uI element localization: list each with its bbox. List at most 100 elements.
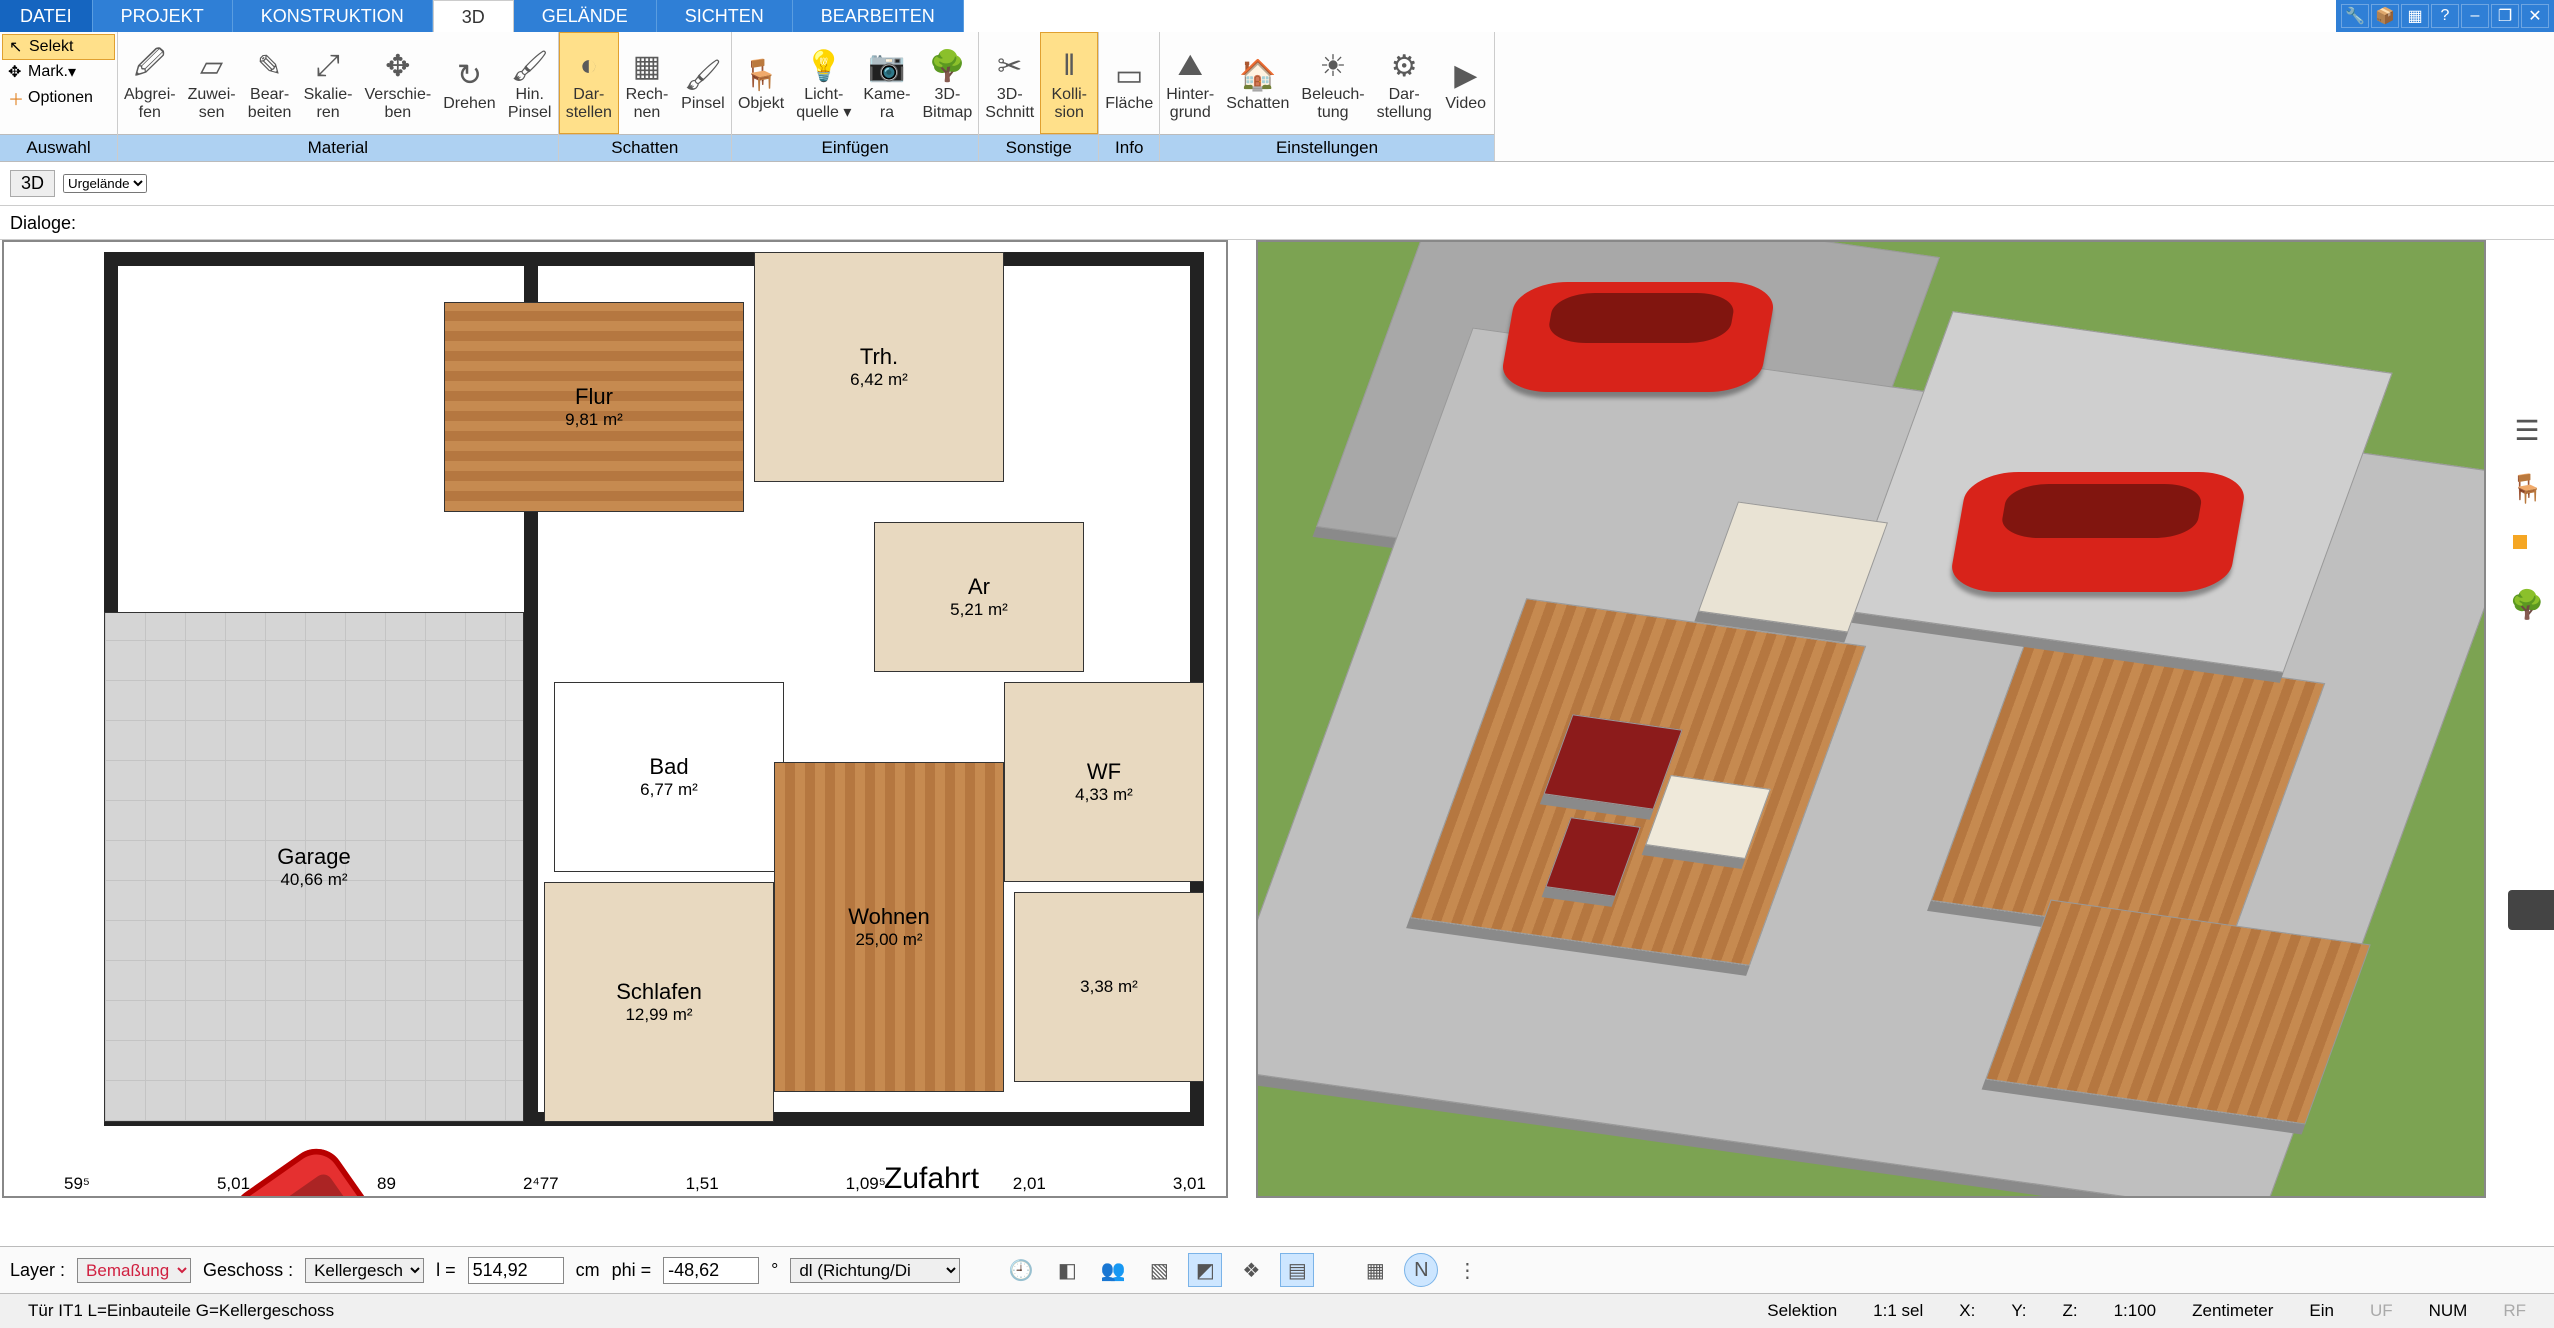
status-scale: 1:1 sel — [1855, 1294, 1941, 1328]
grid-btn[interactable]: ▦ — [1358, 1253, 1392, 1287]
ribbon-btn-grp-schatten-0[interactable]: ◐ Dar-stellen — [559, 32, 619, 134]
l-input[interactable] — [468, 1257, 564, 1284]
ribbon-btn-grp-einfuegen-1[interactable]: 💡 Licht-quelle ▾ — [790, 32, 857, 134]
phi-input[interactable] — [663, 1257, 759, 1284]
ribbon-btn-grp-einfuegen-3[interactable]: 🌳 3D-Bitmap — [917, 32, 979, 134]
ribbon-btn-grp-einst-0[interactable]: ⛰ Hinter-grund — [1160, 32, 1220, 134]
target-icon: ✥ — [8, 62, 28, 82]
ribbon-icon: 🌳 — [925, 46, 969, 86]
layer3-icon[interactable]: ▤ — [1280, 1253, 1314, 1287]
pane-2d[interactable]: Zufahrt B 59⁵5,01892⁴771,511,09⁵2,013,01… — [2, 240, 1228, 1198]
wrench-icon[interactable]: 🔧 — [2341, 4, 2369, 28]
room-name: Garage — [277, 844, 350, 870]
selekt-button[interactable]: ↖Selekt — [2, 34, 115, 60]
palette-icon[interactable] — [2507, 526, 2547, 566]
tab-gelaende[interactable]: GELÄNDE — [514, 0, 657, 32]
pane-3d[interactable] — [1256, 240, 2486, 1198]
dl-select[interactable]: dl (Richtung/Di — [790, 1258, 960, 1283]
box-icon[interactable]: 📦 — [2371, 4, 2399, 28]
room-name: WF — [1087, 759, 1121, 785]
ribbon-btn-grp-einfuegen-0[interactable]: 🪑 Objekt — [732, 32, 790, 134]
minimize-button[interactable]: – — [2461, 4, 2489, 28]
ribbon-btn-grp-sonstige-1[interactable]: ‖ Kolli-sion — [1040, 32, 1098, 134]
ribbon-label: Kolli-sion — [1051, 86, 1087, 122]
close-button[interactable]: ✕ — [2521, 4, 2549, 28]
layer-label: Layer : — [10, 1260, 65, 1281]
layer1-icon[interactable]: ◩ — [1188, 1253, 1222, 1287]
tab-projekt[interactable]: PROJEKT — [93, 0, 233, 32]
layer-select[interactable]: Bemaßung — [77, 1258, 191, 1283]
plus-icon: ＋ — [8, 86, 28, 110]
ribbon-btn-grp-material-5[interactable]: ↻ Drehen — [437, 32, 501, 134]
tab-datei[interactable]: DATEI — [0, 0, 93, 32]
tab-3d[interactable]: 3D — [433, 0, 514, 32]
ribbon-btn-grp-info-0[interactable]: ▭ Fläche — [1099, 32, 1159, 134]
bottom-bar: Layer : Bemaßung Geschoss : Kellergesch … — [0, 1246, 2554, 1294]
right-toolbar: ☰ 🪑 🌳 — [2504, 410, 2550, 624]
cube-icon[interactable]: ◧ — [1050, 1253, 1084, 1287]
ribbon-icon: 🪑 — [739, 55, 783, 95]
room-Trh.: Trh. 6,42 m² — [754, 252, 1004, 482]
ribbon-btn-grp-einst-1[interactable]: 🏠 Schatten — [1220, 32, 1295, 134]
ribbon-icon: ▦ — [625, 46, 669, 86]
ribbon-btn-grp-einfuegen-2[interactable]: 📷 Kame-ra — [857, 32, 916, 134]
more-icon[interactable]: ⋮ — [1450, 1253, 1484, 1287]
ribbon-btn-grp-sonstige-0[interactable]: ✂ 3D-Schnitt — [979, 32, 1040, 134]
tab-bearbeiten[interactable]: BEARBEITEN — [793, 0, 964, 32]
room-area: 12,99 m² — [625, 1005, 692, 1025]
geschoss-select[interactable]: Kellergesch — [305, 1258, 424, 1283]
ribbon-btn-grp-material-3[interactable]: ⤢ Skalie-ren — [298, 32, 359, 134]
ribbon-label: Schatten — [1226, 95, 1289, 113]
sub-bar: 3D Urgelände — [0, 162, 2554, 206]
ribbon-btn-grp-material-6[interactable]: 🖌 Hin.Pinsel — [502, 32, 558, 134]
ribbon-btn-grp-material-4[interactable]: ✥ Verschie-ben — [359, 32, 438, 134]
room-unnamed: 3,38 m² — [1014, 892, 1204, 1082]
ribbon-label: Verschie-ben — [365, 86, 432, 122]
ribbon-label: Pinsel — [681, 95, 725, 113]
room-area: 4,33 m² — [1075, 785, 1133, 805]
ribbon-icon: ✂ — [988, 46, 1032, 86]
ribbon-icon: ↻ — [447, 55, 491, 95]
group-icon[interactable]: 👥 — [1096, 1253, 1130, 1287]
ribbon-btn-grp-einst-3[interactable]: ⚙ Dar-stellung — [1371, 32, 1438, 134]
group-label-auswahl: Auswahl — [0, 134, 117, 161]
ribbon-btn-grp-material-0[interactable]: 🖉 Abgrei-fen — [118, 32, 182, 134]
menu-bar: DATEI PROJEKT KONSTRUKTION 3D GELÄNDE SI… — [0, 0, 2554, 32]
layer2-icon[interactable]: ❖ — [1234, 1253, 1268, 1287]
dialoge-bar: Dialoge: — [0, 206, 2554, 240]
ribbon-label: Dar-stellung — [1377, 86, 1432, 122]
room-area: 9,81 m² — [565, 410, 623, 430]
ribbon-btn-grp-material-1[interactable]: ▱ Zuwei-sen — [182, 32, 242, 134]
terrain-select[interactable]: Urgelände — [63, 174, 147, 193]
status-unit: Zentimeter — [2174, 1294, 2291, 1328]
chair-icon[interactable]: 🪑 — [2507, 468, 2547, 508]
ribbon-label: Rech-nen — [626, 86, 669, 122]
tab-konstruktion[interactable]: KONSTRUKTION — [233, 0, 433, 32]
grid-icon[interactable]: ▦ — [2401, 4, 2429, 28]
ribbon-btn-grp-schatten-2[interactable]: 🖌 Pinsel — [675, 32, 731, 134]
ribbon-btn-grp-einst-2[interactable]: ☀ Beleuch-tung — [1295, 32, 1370, 134]
room-area: 5,21 m² — [950, 600, 1008, 620]
group-label-schatten: Schatten — [559, 134, 731, 161]
optionen-button[interactable]: ＋Optionen — [2, 84, 115, 112]
tree-icon[interactable]: 🌳 — [2507, 584, 2547, 624]
clock-icon[interactable]: 🕘 — [1004, 1253, 1038, 1287]
ribbon-label: Hinter-grund — [1166, 86, 1214, 122]
n-btn[interactable]: N — [1404, 1253, 1438, 1287]
room-Schlafen: Schlafen 12,99 m² — [544, 882, 774, 1122]
tab-sichten[interactable]: SICHTEN — [657, 0, 793, 32]
ribbon-icon: ⤢ — [306, 46, 350, 86]
mode-3d-tag[interactable]: 3D — [10, 170, 55, 197]
geschoss-label: Geschoss : — [203, 1260, 293, 1281]
right-handle[interactable] — [2508, 890, 2554, 930]
ribbon-label: Dar-stellen — [566, 86, 612, 122]
layers-icon[interactable]: ☰ — [2507, 410, 2547, 450]
restore-button[interactable]: ❐ — [2491, 4, 2519, 28]
help-icon[interactable]: ? — [2431, 4, 2459, 28]
stack-icon[interactable]: ▧ — [1142, 1253, 1176, 1287]
ribbon-btn-grp-einst-4[interactable]: ▶ Video — [1438, 32, 1494, 134]
mark-button[interactable]: ✥Mark. ▾ — [2, 60, 115, 84]
ribbon-btn-grp-material-2[interactable]: ✎ Bear-beiten — [242, 32, 298, 134]
status-y: Y: — [1993, 1294, 2044, 1328]
ribbon-btn-grp-schatten-1[interactable]: ▦ Rech-nen — [619, 32, 675, 134]
